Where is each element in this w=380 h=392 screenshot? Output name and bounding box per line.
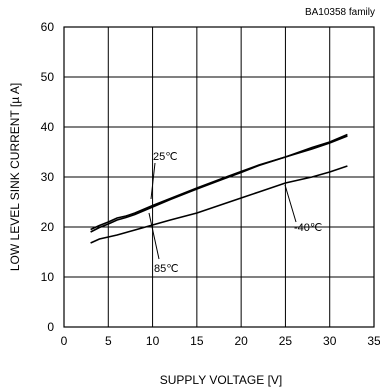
series-annotation-label: 25℃ [153, 151, 178, 163]
x-tick-label: 5 [105, 334, 112, 348]
grid [64, 27, 374, 327]
plot-frame [63, 26, 375, 328]
x-tick-label: 15 [190, 334, 204, 348]
annotation-leader [148, 212, 160, 260]
y-tick-label: 20 [41, 220, 55, 234]
series-line-2 [90, 165, 348, 244]
y-tick-label: 50 [41, 70, 55, 84]
y-tick-label: 30 [41, 170, 55, 184]
series-annotation-label: -40℃ [294, 222, 322, 234]
family-note: BA10358 family [305, 7, 375, 18]
y-tick-label: 60 [41, 20, 55, 34]
x-tick-label: 20 [234, 334, 248, 348]
y-tick-label: 40 [41, 120, 55, 134]
series-line-0 [90, 135, 348, 231]
x-tick-label: 35 [367, 334, 380, 348]
x-axis-label: SUPPLY VOLTAGE [V] [160, 373, 283, 387]
tick-labels: 0 5 10 15 20 25 30 35 0 10 20 30 40 50 60 [41, 20, 380, 348]
annotation-leader [284, 184, 297, 223]
y-tick-label: 10 [41, 270, 55, 284]
x-tick-label: 30 [323, 334, 337, 348]
y-axis-label: LOW LEVEL SINK CURRENT [µ A] [8, 83, 22, 271]
series-annotations: 25℃ 85℃ -40℃ [148, 151, 322, 275]
x-tick-label: 0 [61, 334, 68, 348]
series-annotation-label: 85℃ [154, 263, 179, 275]
x-tick-label: 25 [279, 334, 293, 348]
y-tick-label: 0 [47, 320, 54, 334]
series-lines [90, 133, 348, 244]
x-tick-label: 10 [146, 334, 160, 348]
annotation-leader [150, 162, 156, 200]
series-line-1 [90, 133, 348, 233]
